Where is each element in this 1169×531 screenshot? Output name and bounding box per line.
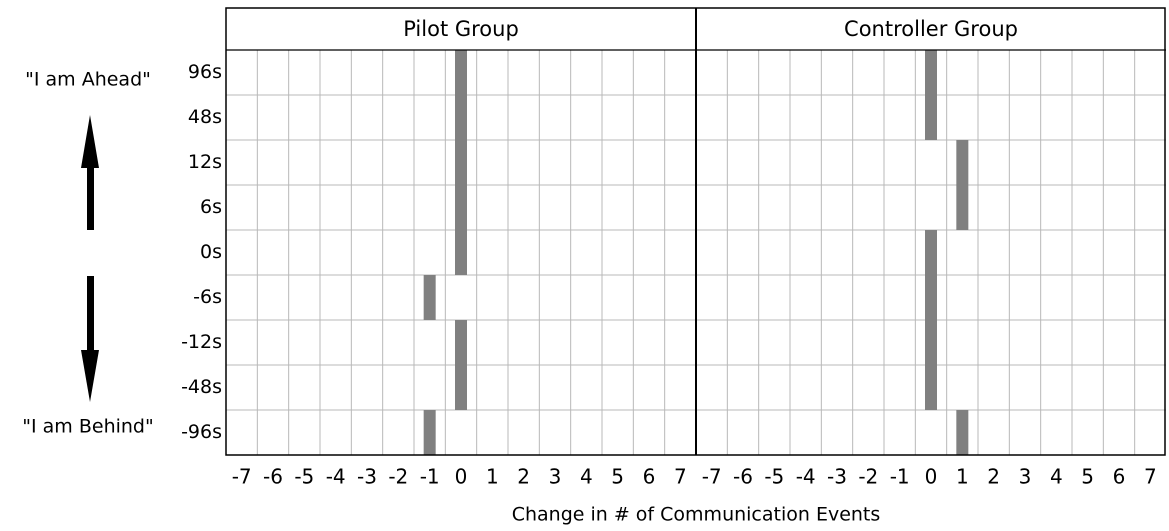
arrow-down <box>81 276 99 402</box>
y-tick-label: -12s <box>181 331 222 353</box>
x-tick-label: 0 <box>925 465 938 489</box>
x-tick-label: -5 <box>764 465 784 489</box>
bar <box>925 50 937 95</box>
x-tick-label: -7 <box>702 465 722 489</box>
x-tick-label: 1 <box>486 465 499 489</box>
x-tick-label: 3 <box>549 465 562 489</box>
annotation: "I am Ahead" <box>25 69 151 91</box>
y-tick-label: 6s <box>200 196 222 218</box>
bar <box>455 230 467 275</box>
bar <box>455 140 467 185</box>
bar <box>455 95 467 140</box>
y-tick-label: -48s <box>181 376 222 398</box>
bar <box>956 410 969 455</box>
bar <box>925 320 937 365</box>
y-tick-label: 12s <box>188 151 222 173</box>
bar <box>423 410 436 455</box>
panel-title: Pilot Group <box>403 17 519 41</box>
x-axis-label: Change in # of Communication Events <box>512 504 881 526</box>
x-tick-label: -5 <box>294 465 314 489</box>
x-tick-label: -2 <box>858 465 878 489</box>
bar <box>925 95 937 140</box>
bar <box>925 275 937 320</box>
bar <box>956 185 969 230</box>
x-tick-label: 5 <box>611 465 624 489</box>
bar <box>455 185 467 230</box>
x-tick-label: 4 <box>1050 465 1063 489</box>
x-tick-label: -3 <box>357 465 377 489</box>
y-tick-label: -96s <box>181 421 222 443</box>
x-tick-label: -2 <box>388 465 408 489</box>
x-tick-label: -4 <box>326 465 346 489</box>
x-tick-label: -1 <box>890 465 910 489</box>
y-tick-label: 0s <box>200 241 222 263</box>
x-tick-label: 7 <box>1144 465 1157 489</box>
y-tick-label: 96s <box>188 61 222 83</box>
y-tick-label: 48s <box>188 106 222 128</box>
x-tick-label: 3 <box>1019 465 1032 489</box>
bar <box>956 140 969 185</box>
x-tick-label: -7 <box>232 465 252 489</box>
arrow-up <box>81 115 99 230</box>
x-tick-label: -4 <box>796 465 816 489</box>
x-tick-label: 2 <box>517 465 530 489</box>
panel-title: Controller Group <box>844 17 1018 41</box>
bar <box>455 320 467 365</box>
x-tick-label: 6 <box>643 465 656 489</box>
x-tick-label: -3 <box>827 465 847 489</box>
x-tick-label: 7 <box>674 465 687 489</box>
x-tick-label: 2 <box>987 465 1000 489</box>
x-tick-label: 5 <box>1081 465 1094 489</box>
x-tick-label: -6 <box>263 465 283 489</box>
y-tick-label: -6s <box>193 286 222 308</box>
x-tick-label: -6 <box>733 465 753 489</box>
bar <box>925 230 937 275</box>
bar <box>925 365 937 410</box>
bar <box>455 365 467 410</box>
bar <box>455 50 467 95</box>
x-tick-label: -1 <box>420 465 440 489</box>
bar <box>423 275 436 320</box>
x-tick-label: 0 <box>455 465 468 489</box>
annotation: "I am Behind" <box>22 416 153 438</box>
x-tick-label: 1 <box>956 465 969 489</box>
x-tick-label: 6 <box>1113 465 1126 489</box>
x-tick-label: 4 <box>580 465 593 489</box>
